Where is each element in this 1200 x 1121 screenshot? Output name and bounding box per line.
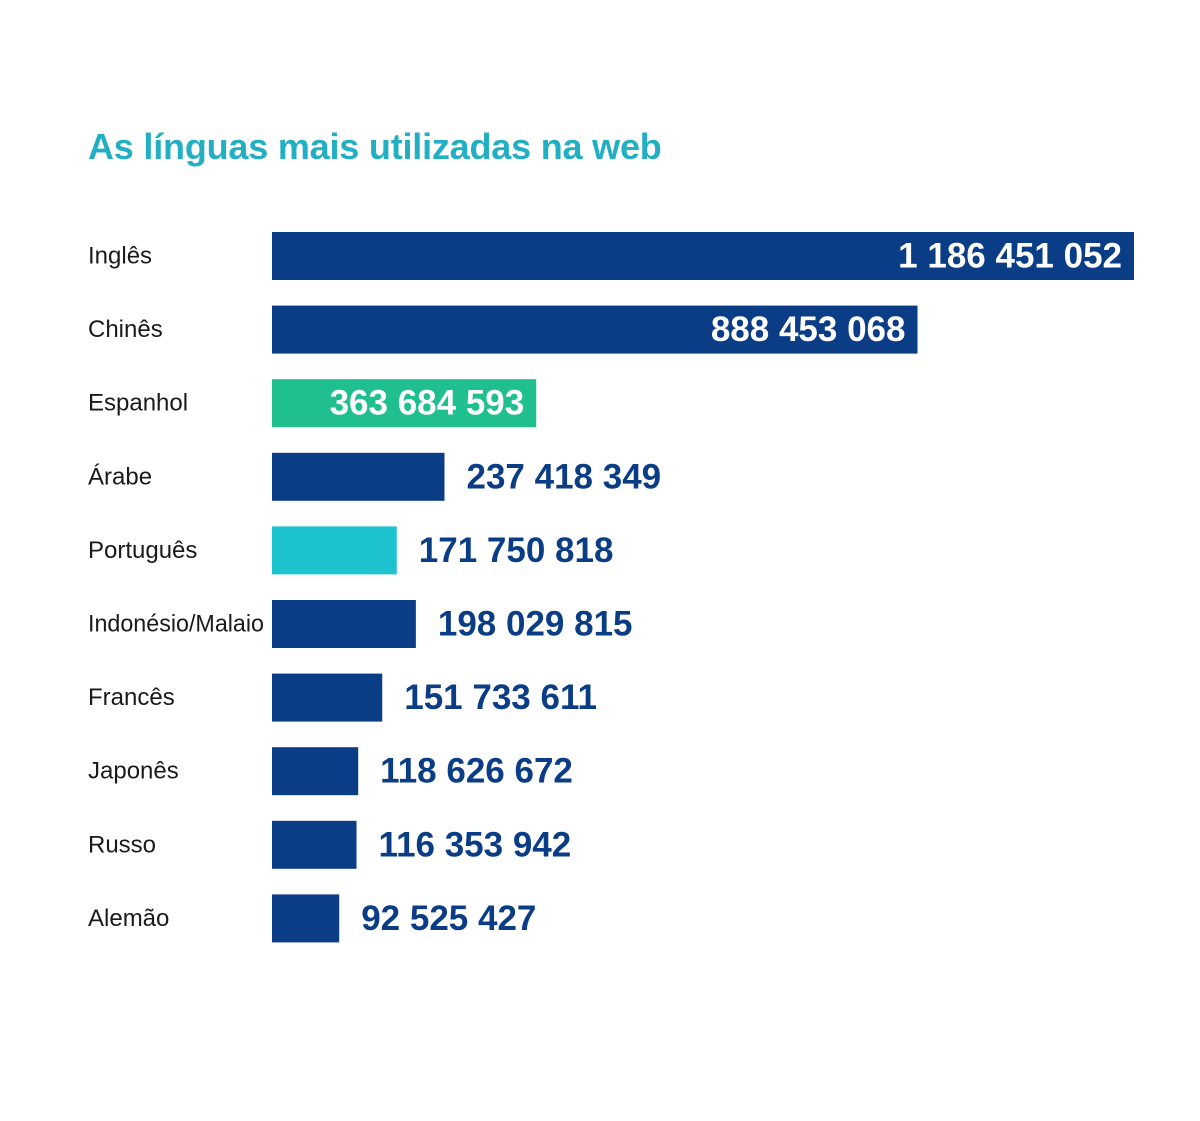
value-label: 363 684 593: [330, 384, 525, 423]
value-label: 92 525 427: [361, 899, 536, 938]
value-label: 118 626 672: [380, 752, 573, 791]
value-label: 237 418 349: [466, 457, 661, 496]
value-label: 198 029 815: [438, 605, 633, 644]
value-label: 171 750 818: [419, 531, 614, 570]
bar: [272, 600, 416, 648]
value-label: 888 453 068: [711, 310, 906, 349]
category-label: Árabe: [88, 463, 152, 490]
bar: [272, 820, 357, 869]
bar: [272, 673, 383, 722]
value-label: 151 733 611: [404, 678, 597, 717]
category-label: Russo: [88, 831, 156, 858]
bar: [272, 452, 445, 501]
value-label: 1 186 451 052: [898, 237, 1122, 276]
chart-title: As línguas mais utilizadas na web: [88, 126, 662, 167]
category-label: Inglês: [88, 243, 152, 270]
category-label: Português: [88, 537, 197, 564]
bar: [272, 379, 537, 428]
category-label: Francês: [88, 684, 175, 711]
bar: [272, 526, 397, 575]
value-label: 116 353 942: [379, 825, 572, 864]
category-label: Indonésio/Malaio: [88, 611, 264, 638]
category-label: Espanhol: [88, 390, 188, 417]
bar: [272, 894, 340, 943]
bar: [272, 305, 918, 354]
category-label: Chinês: [88, 316, 163, 343]
category-label: Alemão: [88, 905, 169, 932]
bar: [272, 232, 1134, 280]
bar: [272, 747, 359, 796]
category-label: Japonês: [88, 758, 179, 785]
